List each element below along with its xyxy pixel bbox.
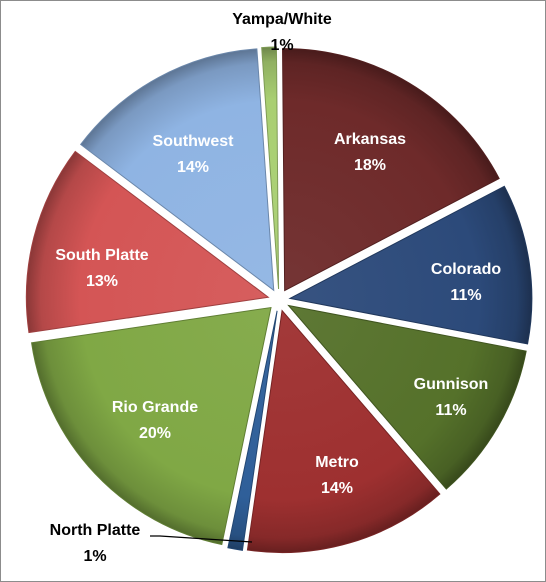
slice-value-rio-grande: 20% xyxy=(139,425,171,442)
pie-slice-south-platte xyxy=(25,150,270,334)
pie-slice-colorado xyxy=(288,185,533,345)
slice-label-north-platte: North Platte xyxy=(50,522,141,539)
pie-slices xyxy=(25,46,533,554)
slice-value-yampa-white: 1% xyxy=(270,37,293,54)
slice-value-arkansas: 18% xyxy=(354,157,386,174)
pie-slice-southwest xyxy=(79,48,275,292)
slice-label-colorado: Colorado xyxy=(431,261,501,278)
slice-label-yampa-white: Yampa/White xyxy=(232,11,332,28)
slice-value-north-platte: 1% xyxy=(83,548,106,565)
pie-labels: Yampa/White 1% Arkansas 18% Colorado 11% Gunni… xyxy=(50,11,502,565)
slice-label-rio-grande: Rio Grande xyxy=(112,399,198,416)
pie-slice-yampa-white xyxy=(261,46,280,290)
slice-label-gunnison: Gunnison xyxy=(414,376,489,393)
pie-slice-north-platte xyxy=(227,310,278,551)
leader-line-north-platte xyxy=(150,535,253,543)
slice-label-metro: Metro xyxy=(315,454,359,471)
slice-label-south-platte: South Platte xyxy=(55,247,148,264)
pie-slice-metro xyxy=(246,309,441,554)
slice-value-metro: 14% xyxy=(321,480,353,497)
slice-label-arkansas: Arkansas xyxy=(334,131,406,148)
slice-value-southwest: 14% xyxy=(177,159,209,176)
slice-label-southwest: Southwest xyxy=(153,133,235,150)
pie-slice-arkansas xyxy=(282,48,500,292)
pie-slice-rio-grande xyxy=(31,306,272,546)
pie-slice-gunnison xyxy=(287,304,527,490)
slice-value-gunnison: 11% xyxy=(435,402,466,419)
slice-value-colorado: 11% xyxy=(450,287,481,304)
slice-value-south-platte: 13% xyxy=(86,273,118,290)
